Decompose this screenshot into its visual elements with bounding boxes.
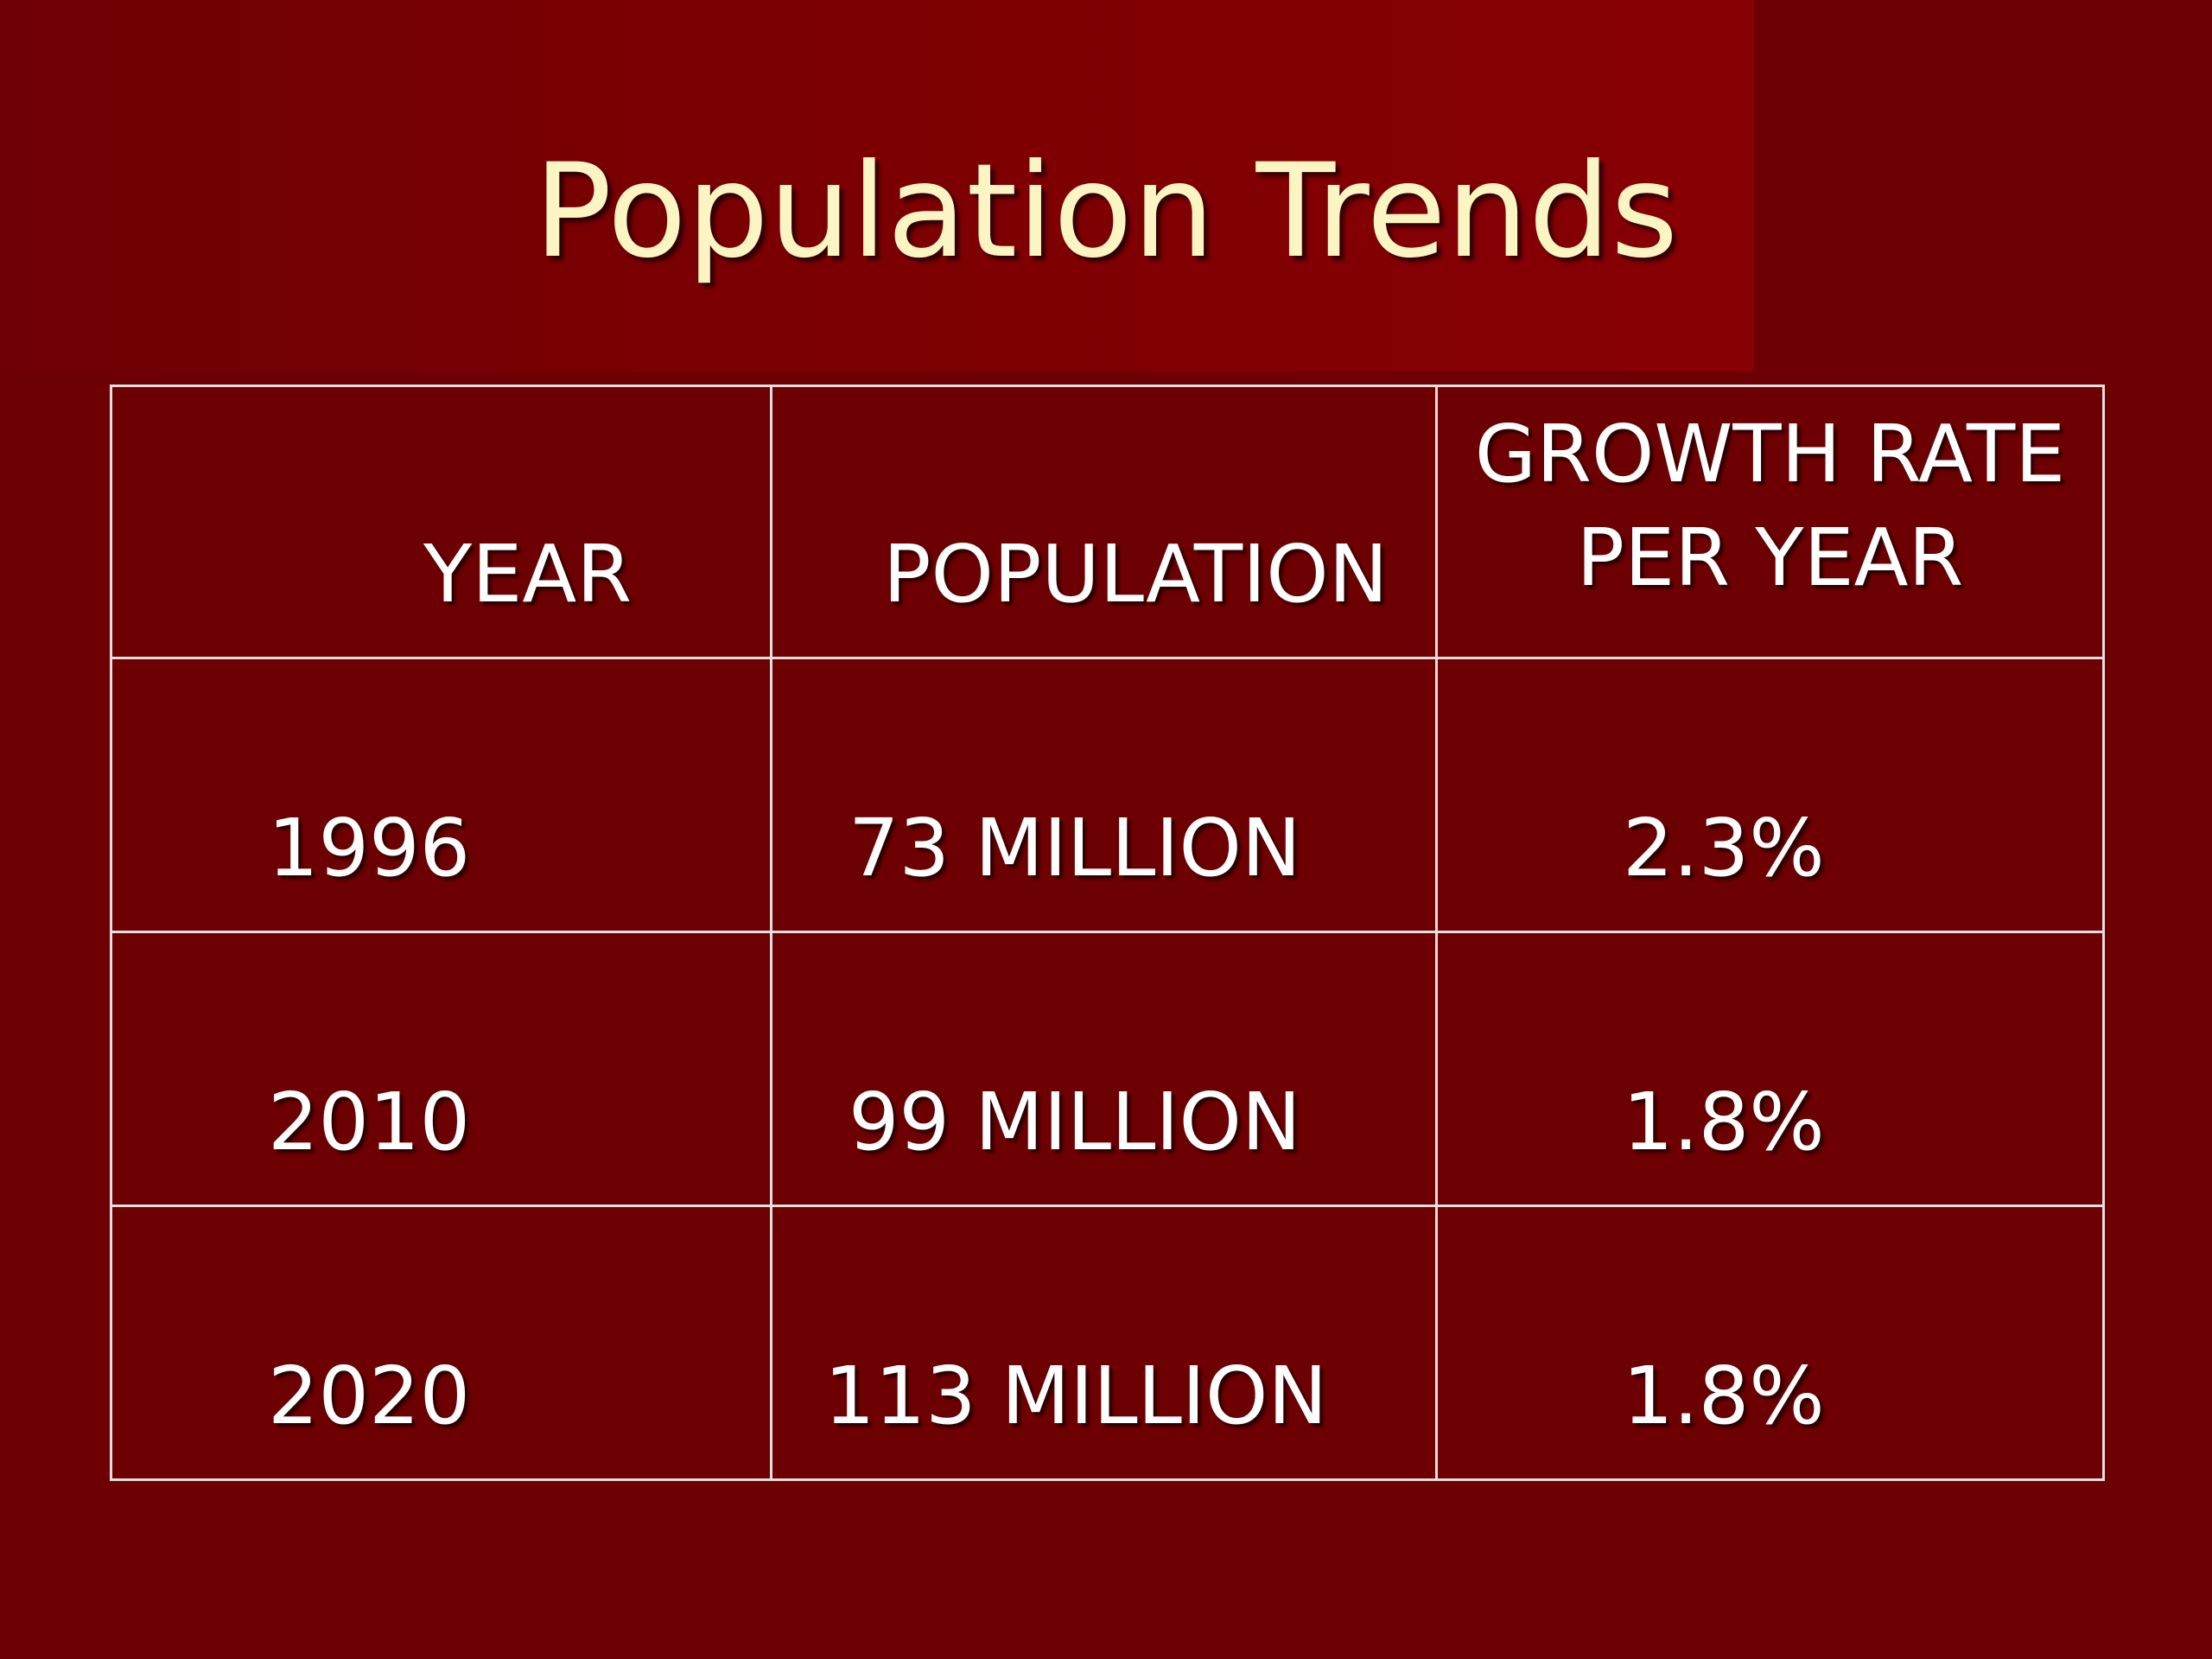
header-growth-rate-label: GROWTH RATE PER YEAR xyxy=(1438,387,2102,646)
year-cell: 2020 xyxy=(110,1205,772,1481)
header-growth-rate-line1: GROWTH RATE xyxy=(1474,408,2066,500)
table-header-row: YEAR POPULATION GROWTH RATE PER YEAR xyxy=(110,385,2105,659)
header-year-label: YEAR xyxy=(423,528,632,620)
growth-rate-cell: 1.8% xyxy=(1435,1205,2105,1481)
year-value: 2020 xyxy=(268,1350,471,1442)
growth-rate-cell: 1.8% xyxy=(1435,931,2105,1207)
population-cell: 73 MILLION xyxy=(770,657,1438,933)
year-value: 1996 xyxy=(268,802,471,894)
header-population-label: POPULATION xyxy=(883,528,1389,620)
population-value: 99 MILLION xyxy=(849,1076,1301,1168)
header-growth-rate-line2: PER YEAR xyxy=(1576,512,1964,604)
header-growth-rate-cell: GROWTH RATE PER YEAR xyxy=(1435,385,2105,659)
population-cell: 113 MILLION xyxy=(770,1205,1438,1481)
year-value: 2010 xyxy=(268,1076,471,1168)
table-row: 2010 99 MILLION 1.8% xyxy=(110,931,2105,1207)
population-value: 113 MILLION xyxy=(824,1350,1328,1442)
growth-rate-value: 2.3% xyxy=(1623,802,1825,894)
table-row: 1996 73 MILLION 2.3% xyxy=(110,657,2105,933)
growth-rate-value: 1.8% xyxy=(1623,1350,1825,1442)
population-cell: 99 MILLION xyxy=(770,931,1438,1207)
title-background-band xyxy=(0,0,1754,372)
slide-title: Population Trends xyxy=(533,137,1679,287)
population-table: YEAR POPULATION GROWTH RATE PER YEAR 199… xyxy=(110,385,2105,1481)
header-year-cell: YEAR xyxy=(110,385,772,659)
growth-rate-cell: 2.3% xyxy=(1435,657,2105,933)
population-value: 73 MILLION xyxy=(849,802,1301,894)
year-cell: 2010 xyxy=(110,931,772,1207)
growth-rate-value: 1.8% xyxy=(1623,1076,1825,1168)
year-cell: 1996 xyxy=(110,657,772,933)
header-population-cell: POPULATION xyxy=(770,385,1438,659)
table-row: 2020 113 MILLION 1.8% xyxy=(110,1205,2105,1481)
